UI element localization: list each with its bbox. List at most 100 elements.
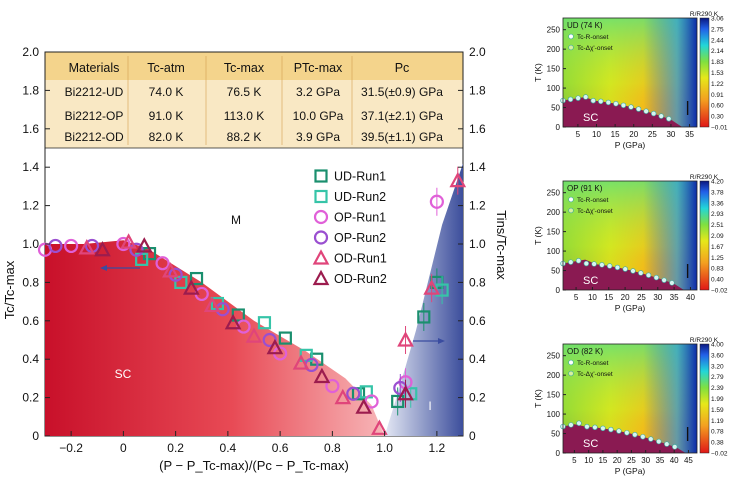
sc-label: SC bbox=[583, 438, 598, 450]
colorbar-tick-label: 0.40 bbox=[711, 277, 724, 284]
tc-point bbox=[622, 266, 628, 272]
tc-point bbox=[598, 98, 604, 105]
insulator-region bbox=[384, 163, 463, 436]
data-point-od-run1 bbox=[423, 279, 440, 295]
heatmap-y-tick-label: 150 bbox=[547, 65, 561, 74]
colorbar-tick-label: 3.60 bbox=[711, 352, 724, 359]
colorbar-tick-label: −0.01 bbox=[711, 125, 728, 132]
data-point-op-run1 bbox=[364, 394, 379, 409]
legend: UD-Run1 UD-Run2 OP-Run1 OP-Run2 OD-Run1 OD-Ru… bbox=[312, 169, 387, 286]
y2-tick-label: 0.4 bbox=[469, 352, 486, 366]
heatmap-legend-marker bbox=[568, 196, 574, 203]
heatmap-y-tick-label: 50 bbox=[551, 267, 560, 276]
data-point-op-run2 bbox=[48, 238, 63, 254]
materials-table: Materials Tc-atm Tc-max PTc-max Pc Bi2212-UD 7… bbox=[64, 56, 443, 145]
tc-point bbox=[600, 425, 606, 431]
x-tick-label: 0.8 bbox=[324, 441, 341, 455]
left-arrow bbox=[100, 265, 140, 271]
data-point-op-run2 bbox=[168, 267, 183, 282]
colorbar-tick-label: 0.38 bbox=[711, 440, 724, 447]
x-tick-label: 0.2 bbox=[167, 441, 184, 455]
colorbar-label: R/R290 K bbox=[690, 174, 719, 181]
sc-label: SC bbox=[583, 275, 598, 287]
table-cell: 37.1(±2.1) GPa bbox=[361, 109, 443, 123]
heatmap-x-tick-label: 10 bbox=[592, 130, 601, 139]
heatmap-y-tick-label: 50 bbox=[551, 104, 560, 113]
heatmap-y-tick-label: 50 bbox=[551, 430, 560, 439]
tc-point bbox=[672, 444, 678, 450]
data-point-od-run2 bbox=[182, 279, 200, 295]
sc-dome bbox=[563, 259, 684, 290]
table-cell: 10.0 GPa bbox=[293, 109, 344, 123]
tc-point bbox=[583, 260, 590, 267]
region-label-sc: SC bbox=[115, 367, 132, 381]
heatmap-legend-marker bbox=[568, 44, 574, 51]
heatmap-y-label: T (K) bbox=[533, 226, 543, 245]
right-arrow bbox=[413, 338, 445, 344]
heatmap-y-tick-label: 250 bbox=[547, 26, 561, 35]
data-point-od-run2 bbox=[266, 338, 284, 355]
heatmap-title: OP (91 K) bbox=[567, 184, 603, 193]
data-point-op-run2 bbox=[129, 242, 144, 257]
colorbar-tick-label: 1.67 bbox=[711, 244, 724, 251]
colorbar-label: R/R290 K bbox=[690, 11, 719, 18]
heatmap-y-tick-label: 0 bbox=[556, 286, 561, 295]
x-axis-label: (P − P_Tc-max)/(Pc − P_Tc-max) bbox=[159, 458, 349, 473]
heatmap-legend-label: Tc-Δχ'-onset bbox=[577, 45, 613, 52]
tc-point bbox=[643, 108, 649, 114]
tc-point bbox=[567, 96, 574, 103]
legend-marker-ud-run2 bbox=[314, 189, 328, 204]
colorbar-tick-label: 3.20 bbox=[711, 363, 724, 370]
y-tick-label: 0.6 bbox=[22, 314, 39, 328]
data-point-op-run1 bbox=[325, 378, 340, 394]
colorbar-tick-label: 0.60 bbox=[711, 103, 724, 110]
heatmap-x-tick-label: 5 bbox=[572, 456, 577, 465]
tc-point bbox=[658, 113, 664, 119]
data-point-od-run2 bbox=[135, 237, 153, 253]
tc-point bbox=[599, 262, 605, 268]
legend-marker-ud-run1 bbox=[314, 169, 328, 183]
data-point-od-run1 bbox=[78, 239, 96, 255]
colorbar-tick-label: −0.02 bbox=[711, 288, 728, 295]
data-point-ud-run1 bbox=[417, 310, 431, 324]
heatmap-x-tick-label: 30 bbox=[666, 130, 675, 139]
tc-point bbox=[648, 436, 654, 442]
y-tick-label: 0.8 bbox=[22, 275, 39, 289]
tc-point bbox=[582, 94, 589, 100]
table-cell: 88.2 K bbox=[227, 130, 262, 144]
heatmap-legend-marker bbox=[568, 370, 574, 377]
heatmap-x-tick-label: 20 bbox=[629, 130, 638, 139]
data-points bbox=[37, 166, 467, 435]
x-tick-label: 0.6 bbox=[272, 441, 289, 455]
table-header-background bbox=[45, 52, 463, 80]
axis-ticks: −0.2 0 0.2 0.4 0.6 0.8 1.0 1.2 0 0 0.2 0.2 0.4 0.4 0.6… bbox=[22, 45, 486, 455]
tc-point bbox=[630, 268, 636, 274]
colorbar-tick-label: 4.20 bbox=[711, 179, 724, 186]
heatmap-legend-marker bbox=[568, 207, 574, 214]
table-cell: 31.5(±0.9) GPa bbox=[361, 85, 443, 99]
data-point-op-run1 bbox=[64, 238, 79, 254]
colorbar bbox=[699, 180, 710, 291]
region-label-metal: M bbox=[231, 213, 241, 227]
tc-point bbox=[656, 438, 662, 445]
heatmap-y-tick-label: 150 bbox=[547, 228, 561, 237]
y2-tick-label: 0.8 bbox=[469, 275, 486, 289]
colorbar-tick-label: 4.00 bbox=[711, 342, 724, 349]
heatmap-y-tick-label: 200 bbox=[547, 208, 561, 217]
data-point-ud-run1 bbox=[351, 387, 366, 401]
data-point-od-run2 bbox=[224, 313, 242, 330]
table-y-tick-label: 2.0 bbox=[22, 45, 39, 59]
legend-label: OD-Run2 bbox=[334, 272, 387, 286]
heatmap-y-label: T (K) bbox=[533, 63, 543, 82]
colorbar-tick-label: 0.83 bbox=[711, 266, 724, 273]
heatmap-legend-label: Tc-R-onset bbox=[577, 197, 609, 204]
data-point-op-run2 bbox=[262, 332, 277, 348]
data-point-ud-run2 bbox=[257, 316, 272, 330]
colorbar-tick-label: 2.79 bbox=[711, 374, 724, 381]
colorbar-tick-label: 2.44 bbox=[711, 37, 724, 44]
data-point-op-run1 bbox=[116, 236, 131, 252]
colorbar-tick-label: 1.25 bbox=[711, 255, 724, 262]
y-tick-label: 0 bbox=[32, 429, 39, 443]
tc-point bbox=[576, 420, 582, 426]
